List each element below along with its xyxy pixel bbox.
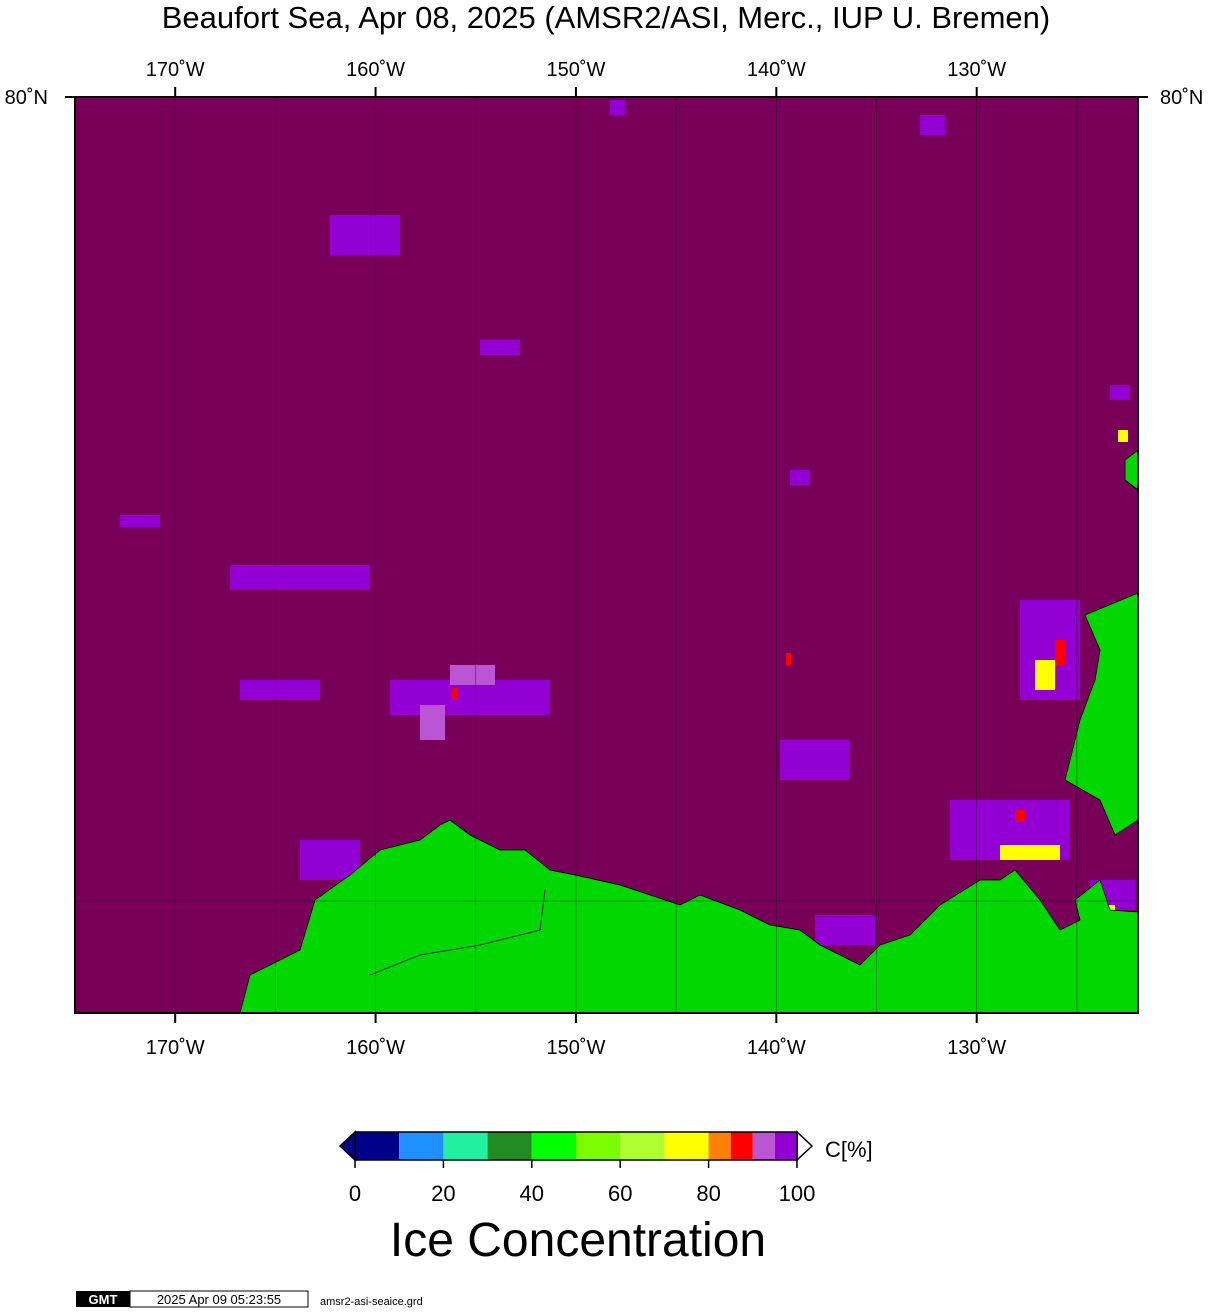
lon-label: 160˚W [346,1037,405,1059]
timestamp-box [129,1290,309,1308]
red-ice-patches [452,640,1065,822]
colorbar-high-arrow [796,1130,814,1162]
graticule [75,97,1138,1013]
colorbar-title: Ice Concentration [390,1214,766,1267]
colorbar: 0 20 40 60 80 100 [338,1130,816,1206]
lon-label: 130˚W [947,59,1006,81]
lon-label: 140˚W [747,1037,806,1059]
lat-label: 80˚N [1160,87,1203,109]
colorbar-bin [730,1132,753,1160]
colorbar-bin [487,1132,532,1160]
timestamp: 2025 Apr 09 05:23:55 [157,1292,281,1307]
colorbar-tick-label: 20 [431,1181,455,1206]
land [239,449,1139,1014]
colorbar-bin [531,1132,576,1160]
colorbar-bin [576,1132,621,1160]
colorbar-tick-label: 80 [696,1181,720,1206]
colorbar-bin [443,1132,488,1160]
lat-label: 80˚N [5,87,48,109]
colorbar-bin [752,1132,775,1160]
lon-label: 170˚W [146,59,205,81]
ocean [75,97,1138,1013]
gmt-logo [76,1291,130,1307]
colorbar-tick-label: 100 [779,1181,816,1206]
lon-label: 170˚W [146,1037,205,1059]
file-name: amsr2-asi-seaice.grd [320,1296,423,1308]
map-title: Beaufort Sea, Apr 08, 2025 (AMSR2/ASI, M… [162,0,1050,35]
colorbar-tick-label: 60 [608,1181,632,1206]
map-frame [74,96,1139,1014]
colorbar-bin [355,1132,400,1160]
lon-label: 150˚W [546,1037,605,1059]
colorbar-unit: C[%] [825,1137,873,1162]
lon-label: 140˚W [747,59,806,81]
colorbar-bin [708,1132,731,1160]
colorbar-bin [399,1132,444,1160]
lon-label: 160˚W [346,59,405,81]
colorbar-bin [774,1132,797,1160]
colorbar-bin [620,1132,665,1160]
lon-label: 150˚W [546,59,605,81]
colorbar-tick-label: 0 [349,1181,361,1206]
colorbar-tick-label: 40 [520,1181,544,1206]
lon-label: 130˚W [947,1037,1006,1059]
colorbar-low-arrow [338,1130,356,1162]
colorbar-bin [664,1132,709,1160]
gmt-logo-text: GMT [89,1292,118,1307]
colorbar-frame [354,1131,798,1161]
